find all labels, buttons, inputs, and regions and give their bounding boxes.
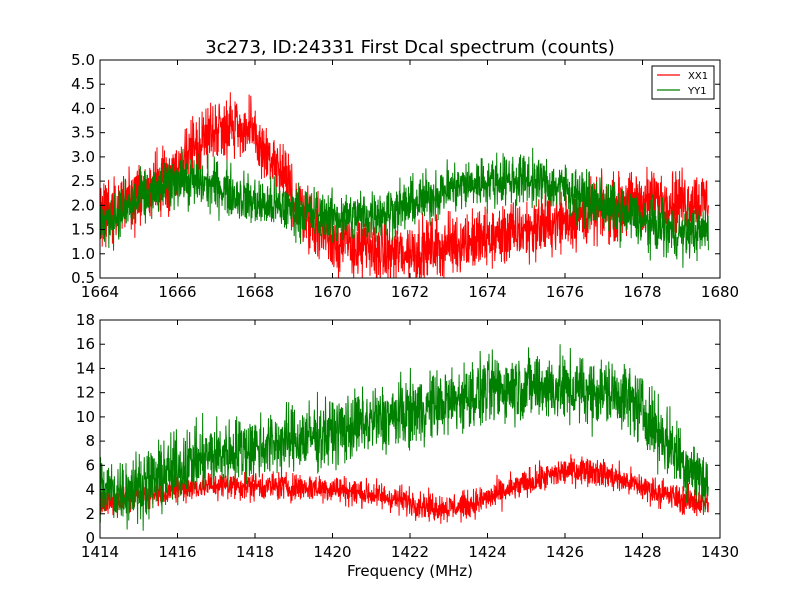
y-tick-label: 2 bbox=[85, 505, 95, 523]
y-tick-label: 4.0 bbox=[71, 99, 95, 117]
y-tick-label: 14 bbox=[76, 359, 95, 377]
y-tick-label: 0 bbox=[85, 529, 95, 547]
x-tick-label: 1674 bbox=[468, 283, 506, 301]
y-tick-label: 3.5 bbox=[71, 124, 95, 142]
x-tick-label: 1672 bbox=[391, 283, 429, 301]
x-tick-label: 1670 bbox=[313, 283, 351, 301]
x-axis-label: Frequency (MHz) bbox=[347, 562, 473, 580]
x-tick-label: 1422 bbox=[391, 543, 429, 561]
x-tick-label: 1420 bbox=[313, 543, 351, 561]
series-line-yy1 bbox=[100, 344, 709, 531]
x-tick-label: 1428 bbox=[623, 543, 661, 561]
x-tick-label: 1664 bbox=[81, 283, 119, 301]
y-tick-label: 2.5 bbox=[71, 172, 95, 190]
x-tick-label: 1416 bbox=[158, 543, 196, 561]
top-spectrum-chart: 1664 1666 1668 1670 1672 1674 1676 1678 1680 0.5 1… bbox=[71, 51, 739, 301]
legend-label-xx1: XX1 bbox=[688, 71, 708, 82]
y-tick-label: 16 bbox=[76, 335, 95, 353]
y-tick-label: 8 bbox=[85, 432, 95, 450]
y-tick-label: 12 bbox=[76, 384, 95, 402]
x-tick-label: 1678 bbox=[623, 283, 661, 301]
x-tick-label: 1424 bbox=[468, 543, 506, 561]
y-tick-label: 0.5 bbox=[71, 269, 95, 287]
series-line-yy1 bbox=[100, 147, 709, 268]
x-tick-label: 1418 bbox=[236, 543, 274, 561]
y-tick-label: 4.5 bbox=[71, 75, 95, 93]
x-tick-label: 1666 bbox=[158, 283, 196, 301]
y-tick-label: 5.0 bbox=[71, 51, 95, 69]
figure-title: 3c273, ID:24331 First Dcal spectrum (cou… bbox=[205, 37, 615, 58]
x-tick-label: 1676 bbox=[546, 283, 584, 301]
y-tick-label: 18 bbox=[76, 311, 95, 329]
y-tick-label: 2.0 bbox=[71, 196, 95, 214]
y-tick-label: 10 bbox=[76, 408, 95, 426]
x-tick-label: 1430 bbox=[701, 543, 739, 561]
legend-box bbox=[651, 65, 715, 100]
x-tick-label: 1426 bbox=[546, 543, 584, 561]
x-tick-label: 1668 bbox=[236, 283, 274, 301]
bottom-spectrum-chart: 1414 1416 1418 1420 1422 1424 1426 1428 14300246… bbox=[76, 311, 739, 561]
series-line-xx1 bbox=[100, 454, 709, 524]
y-tick-label: 1.0 bbox=[71, 245, 95, 263]
x-tick-label: 1680 bbox=[701, 283, 739, 301]
y-tick-label: 6 bbox=[85, 456, 95, 474]
y-tick-label: 4 bbox=[85, 481, 95, 499]
y-tick-label: 3.0 bbox=[71, 148, 95, 166]
y-tick-label: 1.5 bbox=[71, 221, 95, 239]
x-tick-label: 1414 bbox=[81, 543, 119, 561]
legend-label-yy1: YY1 bbox=[687, 86, 707, 97]
